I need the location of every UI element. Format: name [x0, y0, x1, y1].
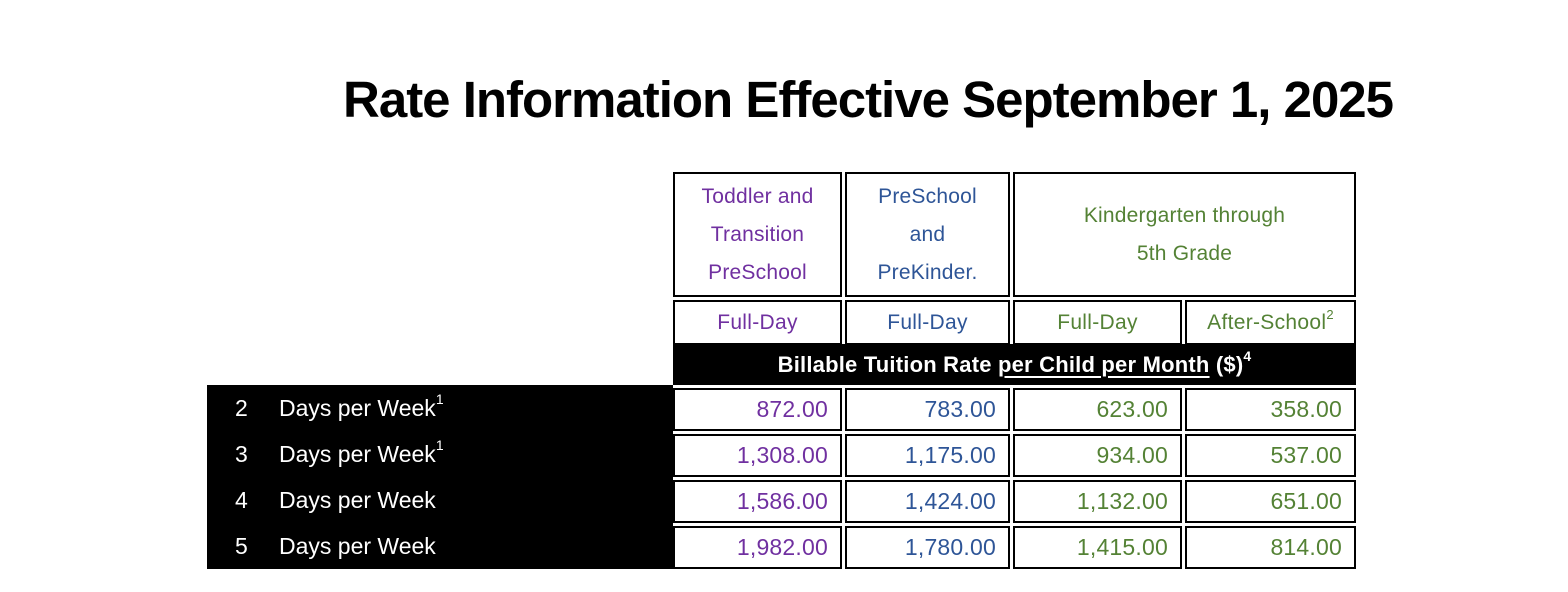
rate-cell: 651.00: [1185, 480, 1356, 523]
rate-cell: 1,132.00: [1013, 480, 1182, 523]
row-label-5-days: 5 Days per Week: [207, 523, 673, 569]
rate-cell: 934.00: [1013, 434, 1182, 477]
row-label-4-days: 4 Days per Week: [207, 477, 673, 523]
row-label-text: Days per Week: [279, 440, 436, 467]
rate-cell: 1,780.00: [845, 526, 1010, 569]
subheader-label: Full-Day: [1057, 310, 1138, 334]
subheader-label: After-School: [1207, 310, 1327, 334]
column-header-kindergarten-5th: Kindergarten through 5th Grade: [1013, 172, 1356, 297]
billable-tuition-band: Billable Tuition Rate per Child per Mont…: [673, 344, 1356, 385]
subheader-label: Full-Day: [717, 310, 798, 334]
subheader-fullday-toddler: Full-Day: [673, 300, 842, 345]
rate-cell: 1,586.00: [673, 480, 842, 523]
row-label-column: 2 Days per Week 1 3 Days per Week 1 4 Days pe…: [207, 385, 673, 569]
column-header-toddler-transition-preschool: Toddler and Transition PreSchool: [673, 172, 842, 297]
band-underlined-text: per Child per Month: [997, 351, 1210, 377]
rate-cell: 814.00: [1185, 526, 1356, 569]
rate-cell: 1,424.00: [845, 480, 1010, 523]
rate-cell: 1,308.00: [673, 434, 842, 477]
subheader-fullday-preschool: Full-Day: [845, 300, 1010, 345]
column-header-preschool-prekinder: PreSchool and PreKinder.: [845, 172, 1010, 297]
rate-cell: 358.00: [1185, 388, 1356, 431]
days-count: 3: [235, 440, 248, 467]
subheader-fullday-kindergarten: Full-Day: [1013, 300, 1182, 345]
days-count: 5: [235, 532, 248, 559]
rate-cell: 1,982.00: [673, 526, 842, 569]
rate-cell: 537.00: [1185, 434, 1356, 477]
rate-cell: 623.00: [1013, 388, 1182, 431]
rate-table: Toddler and Transition PreSchool PreScho…: [207, 172, 1356, 569]
band-text: ($): [1209, 351, 1244, 377]
row-label-2-days: 2 Days per Week 1: [235, 391, 444, 421]
rate-cell: 783.00: [845, 388, 1010, 431]
days-count: 4: [235, 486, 248, 513]
row-label-3-days: 3 Days per Week 1: [235, 437, 444, 467]
rate-cell: 1,415.00: [1013, 526, 1182, 569]
row-label-text: Days per Week: [279, 394, 436, 421]
subheader-label: Full-Day: [887, 310, 968, 334]
rate-cell: 1,175.00: [845, 434, 1010, 477]
page-title: Rate Information Effective September 1, …: [343, 71, 1394, 128]
subheader-afterschool: After-School 2: [1185, 300, 1356, 345]
row-label-text: Days per Week: [279, 486, 436, 513]
rate-cell: 872.00: [673, 388, 842, 431]
row-label-text: Days per Week: [279, 532, 436, 559]
days-count: 2: [235, 394, 248, 421]
band-text: Billable Tuition Rate: [777, 351, 998, 377]
